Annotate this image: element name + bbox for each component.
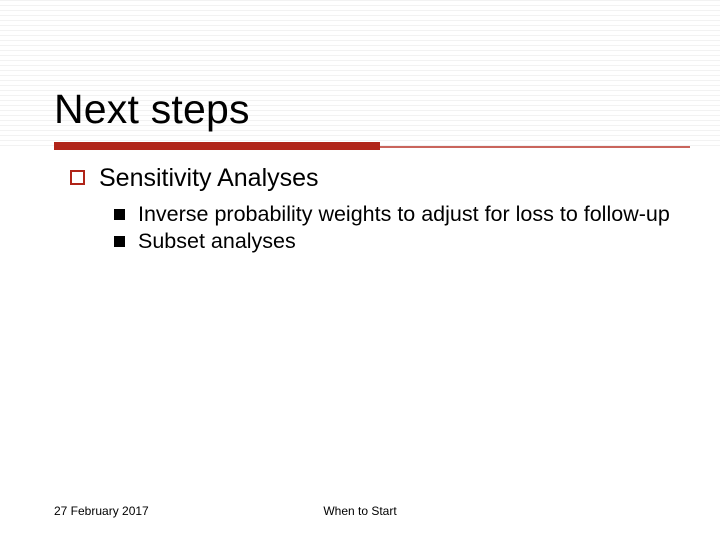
bullet-level2-group: Inverse probability weights to adjust fo… bbox=[114, 202, 680, 256]
slide-content: Sensitivity Analyses Inverse probability… bbox=[70, 164, 680, 257]
bullet-level2-text: Inverse probability weights to adjust fo… bbox=[138, 202, 670, 228]
footer-title: When to Start bbox=[0, 504, 720, 518]
hollow-square-bullet-icon bbox=[70, 170, 85, 185]
title-underline-accent bbox=[54, 142, 380, 150]
bullet-level2: Inverse probability weights to adjust fo… bbox=[114, 202, 680, 228]
title-underline-light bbox=[380, 146, 690, 148]
filled-square-bullet-icon bbox=[114, 236, 125, 247]
slide-title: Next steps bbox=[54, 86, 250, 133]
filled-square-bullet-icon bbox=[114, 209, 125, 220]
bullet-level2-text: Subset analyses bbox=[138, 229, 296, 255]
bullet-level1-text: Sensitivity Analyses bbox=[99, 164, 319, 194]
bullet-level2: Subset analyses bbox=[114, 229, 680, 255]
slide: Next steps Sensitivity Analyses Inverse … bbox=[0, 0, 720, 540]
bullet-level1: Sensitivity Analyses bbox=[70, 164, 680, 194]
